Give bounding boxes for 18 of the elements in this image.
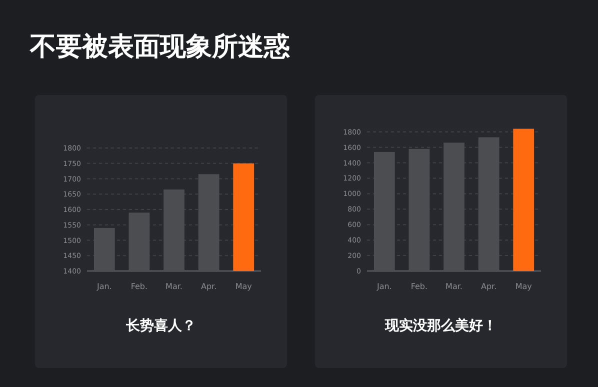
bar [444,142,464,271]
bar [374,152,395,271]
x-tick-label: May [235,282,252,291]
x-tick-label: Mar. [446,282,462,291]
bar [478,137,500,271]
x-tick-label: Apr. [480,282,497,291]
text: 不要被表面现象所迷惑 [29,32,290,62]
text: 长势喜人？ [125,318,196,334]
text: 现实没那么美好！ [384,317,497,334]
x-tick-label: Jan. [96,282,112,291]
x-tick-label: Jan. [376,282,392,291]
x-tick-label: Feb. [410,282,428,291]
x-tick-label: Apr. [200,282,217,291]
bar [408,148,430,271]
x-tick-label: May [515,282,532,291]
x-tick-label: Feb. [130,282,148,291]
bar [513,128,534,271]
x-tick-label: Mar. [166,282,182,291]
